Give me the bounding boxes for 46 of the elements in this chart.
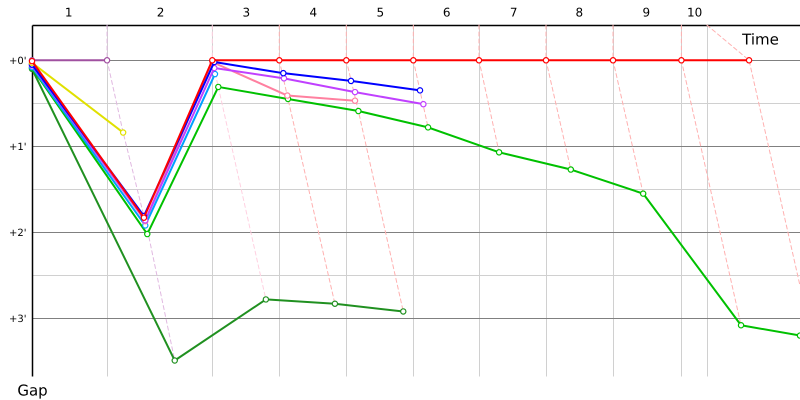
point	[738, 322, 744, 328]
point	[284, 92, 291, 99]
x-tick-label: 9	[642, 6, 650, 20]
y-tick-label: +2'	[9, 228, 26, 239]
point	[420, 100, 427, 108]
x-tick-label: 4	[309, 6, 318, 20]
x-tick-label: 10	[686, 6, 702, 20]
point	[262, 296, 270, 303]
x-tick-label: 7	[510, 6, 518, 20]
point	[424, 124, 432, 131]
point	[355, 108, 362, 114]
point	[352, 88, 358, 96]
point	[352, 97, 358, 104]
point	[171, 357, 178, 364]
point	[416, 87, 424, 94]
x-axis-title: Time	[741, 30, 779, 48]
point	[343, 57, 350, 64]
point	[348, 78, 354, 84]
point	[496, 149, 502, 156]
point	[280, 75, 288, 82]
point	[400, 308, 407, 315]
x-tick-label: 5	[376, 6, 384, 20]
point	[476, 57, 482, 64]
y-tick-label: +1'	[9, 142, 26, 153]
point	[678, 57, 685, 64]
y-tick-label: +3'	[9, 314, 26, 325]
point	[746, 57, 752, 64]
point	[542, 57, 550, 64]
point	[104, 57, 110, 64]
x-tick-label: 3	[242, 6, 250, 20]
point	[215, 84, 222, 90]
point	[610, 57, 616, 64]
x-tick-label: 6	[442, 6, 450, 20]
point	[332, 300, 338, 307]
point	[280, 70, 287, 76]
y-tick-label: +0'	[9, 56, 26, 67]
x-tick-label: 8	[576, 6, 584, 20]
y-axis-title: Gap	[17, 382, 48, 400]
point	[568, 166, 574, 173]
point	[276, 57, 283, 64]
x-tick-label: 1	[64, 6, 73, 20]
point	[144, 230, 151, 238]
point	[120, 129, 126, 136]
point	[410, 57, 417, 64]
point	[640, 190, 646, 197]
x-tick-label: 2	[156, 6, 164, 20]
